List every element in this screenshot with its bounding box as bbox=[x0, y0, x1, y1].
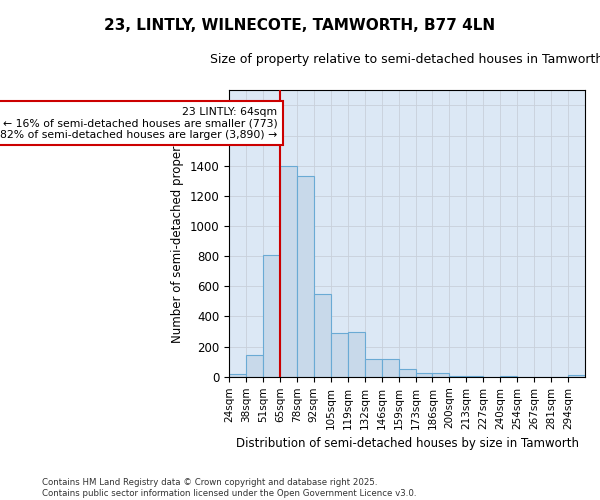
Bar bbox=[314, 294, 331, 377]
Bar bbox=[297, 176, 314, 377]
Bar bbox=[433, 373, 449, 377]
Bar bbox=[449, 376, 466, 377]
Text: Contains HM Land Registry data © Crown copyright and database right 2025.
Contai: Contains HM Land Registry data © Crown c… bbox=[42, 478, 416, 498]
Y-axis label: Number of semi-detached properties: Number of semi-detached properties bbox=[171, 124, 184, 343]
Bar bbox=[398, 370, 416, 377]
Bar bbox=[331, 333, 348, 377]
Bar bbox=[280, 166, 297, 377]
Bar bbox=[348, 332, 365, 377]
Title: Size of property relative to semi-detached houses in Tamworth: Size of property relative to semi-detach… bbox=[211, 52, 600, 66]
Bar bbox=[568, 376, 585, 377]
Bar bbox=[246, 355, 263, 377]
Bar bbox=[365, 358, 382, 377]
Bar bbox=[382, 358, 398, 377]
Bar bbox=[466, 376, 484, 377]
Text: 23 LINTLY: 64sqm
← 16% of semi-detached houses are smaller (773)
82% of semi-det: 23 LINTLY: 64sqm ← 16% of semi-detached … bbox=[0, 107, 277, 140]
Text: 23, LINTLY, WILNECOTE, TAMWORTH, B77 4LN: 23, LINTLY, WILNECOTE, TAMWORTH, B77 4LN bbox=[104, 18, 496, 32]
Bar bbox=[263, 254, 280, 377]
Bar bbox=[500, 376, 517, 377]
X-axis label: Distribution of semi-detached houses by size in Tamworth: Distribution of semi-detached houses by … bbox=[236, 437, 578, 450]
Bar bbox=[416, 373, 433, 377]
Bar bbox=[229, 374, 246, 377]
